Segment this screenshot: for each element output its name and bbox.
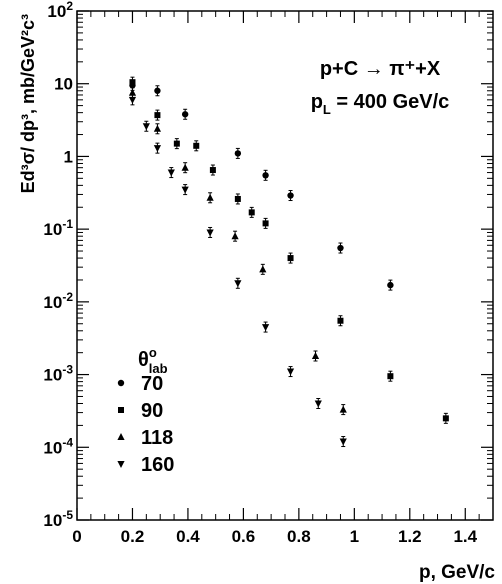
data-point <box>209 167 216 174</box>
data-point <box>287 255 294 262</box>
x-tick-label: 0 <box>72 527 81 546</box>
legend-title: θo lab <box>138 345 168 376</box>
x-tick-label: 0.8 <box>287 527 311 546</box>
data-point <box>442 415 449 422</box>
legend-label-70: 70 <box>141 373 163 395</box>
y-tick-label: 10-1 <box>43 217 73 239</box>
reaction-title: p+C → π⁺+X <box>320 58 441 80</box>
data-point <box>248 209 255 216</box>
data-point <box>153 124 162 132</box>
data-point <box>206 229 214 237</box>
x-tick-label: 1.2 <box>398 527 422 546</box>
legend-marker-70 <box>117 379 125 387</box>
x-tick-label: 0.6 <box>232 527 256 546</box>
data-point <box>153 145 162 153</box>
data-point <box>262 220 269 227</box>
data-point <box>339 405 347 413</box>
x-tick-label: 1 <box>350 527 359 546</box>
data-point <box>339 438 347 446</box>
legend-label-118: 118 <box>141 427 173 449</box>
legend-label-160: 160 <box>141 454 174 476</box>
series-90-deg <box>129 76 449 424</box>
data-point <box>287 192 294 199</box>
y-tick-label: 10-5 <box>43 508 73 530</box>
x-tick-label: 0.2 <box>121 527 145 546</box>
y-tick-label: 10-4 <box>43 435 73 457</box>
data-point <box>181 111 189 118</box>
x-axis-label: p, GeV/c <box>419 562 495 583</box>
legend-label-90: 90 <box>141 400 163 422</box>
legend-marker-118 <box>117 433 125 440</box>
data-point <box>193 142 200 149</box>
y-tick-label: 10-3 <box>43 363 73 385</box>
data-point <box>128 88 137 96</box>
y-tick-label: 1 <box>64 147 73 166</box>
x-tick-label: 1.4 <box>453 527 477 546</box>
data-point <box>314 400 322 408</box>
data-point <box>259 265 267 273</box>
data-point <box>231 232 239 240</box>
data-point <box>206 193 214 201</box>
data-point <box>387 373 394 380</box>
data-point <box>154 112 161 119</box>
y-tick-label: 10 <box>54 75 73 94</box>
series-160-deg <box>128 94 347 448</box>
legend-marker-90 <box>118 407 124 413</box>
x-tick-label: 0.4 <box>176 527 200 546</box>
data-point <box>234 150 242 157</box>
data-point <box>181 186 189 194</box>
data-point <box>154 87 161 94</box>
data-point <box>387 281 394 289</box>
data-point <box>129 79 136 86</box>
data-marks <box>128 76 449 448</box>
plot-frame <box>76 10 494 521</box>
legend-marker-160 <box>117 461 125 468</box>
legend: 70 90 118 160 <box>117 373 174 476</box>
data-point <box>181 163 189 171</box>
y-axis-label: Ed³σ/ dp³, mb/GeV²c³ <box>18 14 38 193</box>
data-point <box>262 172 269 179</box>
y-tick-label: 10-2 <box>43 290 73 312</box>
data-point <box>234 280 242 288</box>
data-point <box>286 368 295 376</box>
data-point <box>234 195 241 202</box>
data-point <box>128 96 137 104</box>
data-point <box>261 324 270 332</box>
data-point <box>142 123 150 131</box>
beam-momentum-label: pL = 400 GeV/c <box>311 91 450 117</box>
axes: 0 0.2 0.4 0.6 0.8 1 1.2 1.4 10-5 10-4 10-3 10-2 10-1… <box>43 0 493 546</box>
series-118-deg <box>128 87 347 416</box>
data-point <box>311 352 320 360</box>
series-70-deg <box>129 79 394 291</box>
y-tick-label: 102 <box>47 0 73 21</box>
data-point <box>337 244 344 252</box>
data-point <box>337 317 344 324</box>
data-point <box>167 169 175 177</box>
data-point <box>173 140 180 147</box>
